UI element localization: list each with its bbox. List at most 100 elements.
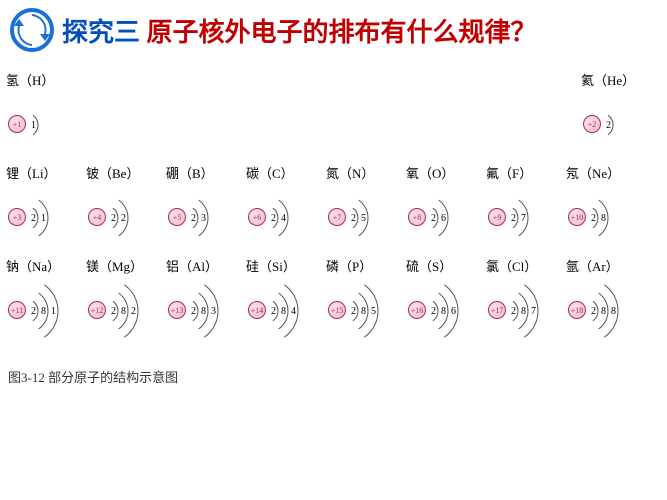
svg-text:2: 2 [131, 306, 136, 317]
svg-text:8: 8 [121, 306, 126, 317]
svg-text:4: 4 [281, 213, 286, 224]
nucleus: +5 [168, 208, 186, 226]
svg-text:6: 6 [441, 213, 446, 224]
element-label: 铝（Al） [166, 256, 218, 275]
svg-text:5: 5 [361, 213, 366, 224]
header: 探究三 原子核外电子的排布有什么规律？ [0, 0, 667, 60]
element-f: 氟（F）+927 [486, 163, 566, 246]
element-al: 铝（Al）+13283 [166, 256, 246, 339]
atom-diagram: +11 [6, 97, 86, 153]
atom-diagram: +17287 [486, 283, 566, 339]
element-ne: 氖（Ne） +1028 [566, 163, 646, 246]
svg-text:1: 1 [51, 306, 56, 317]
element-s: 硫（S） +16 286 [406, 256, 486, 339]
atom-diagram: +15285 [326, 283, 406, 339]
atom-diagram: +422 [86, 190, 166, 246]
element-mg: 镁（Mg） +12282 [86, 256, 166, 339]
electron-shells: 283 [188, 283, 248, 339]
svg-text:8: 8 [281, 306, 286, 317]
svg-text:8: 8 [441, 306, 446, 317]
nucleus: +13 [168, 301, 186, 319]
electron-shells: 285 [348, 283, 408, 339]
element-label: 氧（O） [406, 163, 454, 182]
electron-shells: 28 [588, 190, 648, 246]
nucleus: +16 [408, 301, 426, 319]
electron-shells: 282 [108, 283, 168, 339]
nucleus: +1 [8, 115, 26, 133]
nucleus: +7 [328, 208, 346, 226]
element-c: 碳（C）+624 [246, 163, 326, 246]
element-be: 铍（Be）+422 [86, 163, 166, 246]
atom-diagram: +11281 [6, 283, 86, 339]
element-label: 氮（N） [326, 163, 374, 182]
svg-text:2: 2 [31, 213, 36, 224]
element-si: 硅（Si）+14284 [246, 256, 326, 339]
svg-text:2: 2 [351, 213, 356, 224]
electron-shells: 1 [28, 97, 88, 153]
atom-diagram: +18288 [566, 283, 646, 339]
nucleus: +12 [88, 301, 106, 319]
element-na: 钠（Na）+11281 [6, 256, 86, 339]
electron-shells: 288 [588, 283, 648, 339]
nucleus: +14 [248, 301, 266, 319]
element-row: 锂（Li）+321铍（Be）+422硼（B）+523碳（C）+624氮（N）+7… [6, 163, 661, 246]
atom-diagram: +12282 [86, 283, 166, 339]
svg-text:2: 2 [111, 213, 116, 224]
element-row: 钠（Na）+11281镁（Mg）+12282铝（Al）+13283硅（Si）+1… [6, 256, 661, 339]
atom-diagram: +523 [166, 190, 246, 246]
element-o: 氧（O）+826 [406, 163, 486, 246]
svg-text:8: 8 [601, 306, 606, 317]
element-li: 锂（Li）+321 [6, 163, 86, 246]
element-p: 磷（P）+15285 [326, 256, 406, 339]
svg-text:2: 2 [191, 213, 196, 224]
svg-text:7: 7 [521, 213, 526, 224]
element-label: 硫（S） [406, 256, 452, 275]
nucleus: +6 [248, 208, 266, 226]
svg-text:2: 2 [606, 120, 611, 131]
nucleus: +2 [583, 115, 601, 133]
atom-diagram: +14284 [246, 283, 326, 339]
nucleus: +4 [88, 208, 106, 226]
svg-text:8: 8 [611, 306, 616, 317]
atom-diagram: +321 [6, 190, 86, 246]
svg-text:2: 2 [191, 306, 196, 317]
svg-text:2: 2 [511, 213, 516, 224]
element-label: 硅（Si） [246, 256, 296, 275]
atom-diagram: +624 [246, 190, 326, 246]
element-h: 氢（H）+11 [6, 70, 86, 153]
atom-diagram: +2 2 [581, 97, 661, 153]
nucleus: +3 [8, 208, 26, 226]
svg-text:2: 2 [31, 306, 36, 317]
element-label: 镁（Mg） [86, 256, 143, 275]
element-label: 氖（Ne） [566, 163, 620, 182]
svg-text:8: 8 [601, 213, 606, 224]
svg-text:7: 7 [531, 306, 536, 317]
nucleus: +17 [488, 301, 506, 319]
element-label: 氯（Cl） [486, 256, 537, 275]
svg-text:2: 2 [511, 306, 516, 317]
electron-shells: 27 [508, 190, 568, 246]
element-label: 铍（Be） [86, 163, 139, 182]
atom-diagram: +927 [486, 190, 566, 246]
svg-text:5: 5 [371, 306, 376, 317]
electron-shells: 23 [188, 190, 248, 246]
element-he: 氦（He）+22 [581, 70, 661, 153]
cycle-icon [10, 8, 54, 52]
electron-shells: 24 [268, 190, 328, 246]
svg-text:2: 2 [431, 213, 436, 224]
svg-text:8: 8 [201, 306, 206, 317]
element-ar: 氩（Ar）+18288 [566, 256, 646, 339]
element-cl: 氯（Cl）+17287 [486, 256, 566, 339]
nucleus: +18 [568, 301, 586, 319]
element-b: 硼（B）+523 [166, 163, 246, 246]
nucleus: +15 [328, 301, 346, 319]
svg-text:2: 2 [431, 306, 436, 317]
electron-shells: 25 [348, 190, 408, 246]
svg-text:3: 3 [211, 306, 216, 317]
electron-shells: 281 [28, 283, 88, 339]
svg-text:3: 3 [201, 213, 206, 224]
atom-diagram: +1028 [566, 190, 646, 246]
element-row: 氢（H）+11氦（He）+22 [6, 70, 661, 153]
svg-text:6: 6 [451, 306, 456, 317]
svg-text:2: 2 [271, 306, 276, 317]
